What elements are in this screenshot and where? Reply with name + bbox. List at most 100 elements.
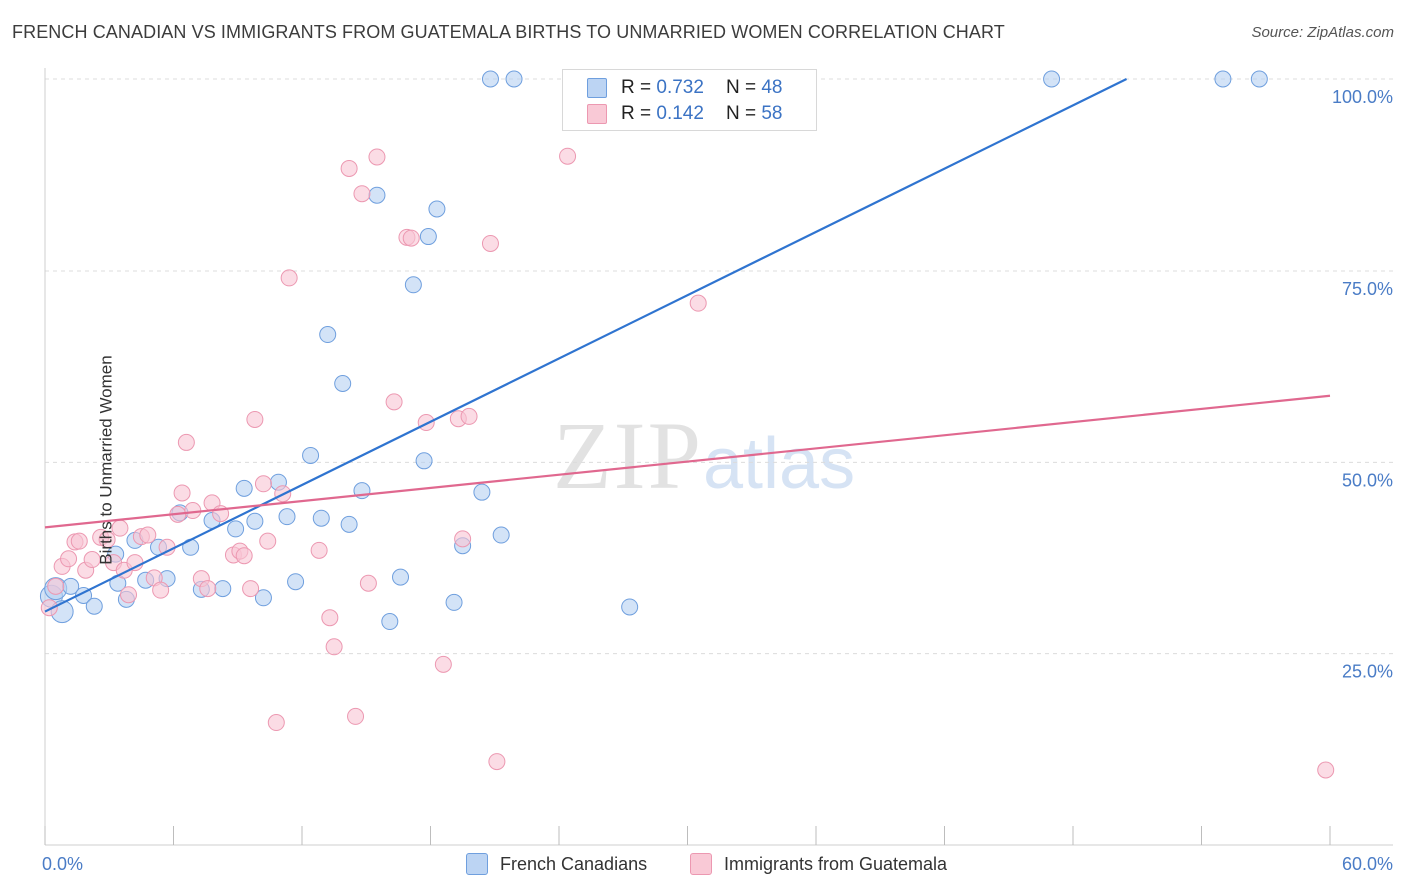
point-french-canadians [214, 580, 232, 598]
point-guatemala [259, 532, 277, 550]
point-french-canadians [312, 509, 330, 527]
point-guatemala [417, 414, 435, 432]
point-french-canadians [381, 613, 399, 631]
point-french-canadians [246, 512, 264, 530]
trendline-guatemala [44, 394, 1331, 529]
point-guatemala [246, 410, 264, 428]
point-guatemala [47, 577, 65, 595]
point-french-canadians [428, 200, 446, 218]
point-guatemala [120, 586, 138, 604]
point-guatemala [60, 550, 78, 568]
point-guatemala [481, 234, 499, 252]
point-french-canadians [287, 573, 305, 591]
point-guatemala [83, 551, 101, 569]
point-guatemala [267, 714, 285, 732]
point-guatemala [347, 707, 365, 725]
point-guatemala [158, 538, 176, 556]
legend-n-label: N = [725, 103, 757, 124]
x-tick-label: 0.0% [42, 854, 83, 874]
point-guatemala [454, 530, 472, 548]
y-tick-label: 100.0% [1332, 87, 1393, 107]
point-guatemala [368, 148, 386, 166]
point-french-canadians [445, 593, 463, 611]
point-guatemala [359, 574, 377, 592]
point-guatemala [280, 269, 298, 287]
point-guatemala [325, 638, 343, 656]
point-french-canadians [278, 508, 296, 526]
point-french-canadians [302, 446, 320, 464]
point-french-canadians [621, 598, 639, 616]
point-guatemala [70, 532, 88, 550]
y-tick-label: 75.0% [1342, 279, 1393, 299]
bottom-legend-label: Immigrants from Guatemala [724, 853, 948, 874]
point-guatemala [689, 294, 707, 312]
trendline-french-canadians [44, 78, 1128, 613]
legend-row-guatemala: R = 0.142 N = 58 [587, 102, 782, 126]
point-guatemala [184, 502, 202, 520]
point-guatemala [242, 580, 260, 598]
point-guatemala [139, 526, 157, 544]
point-french-canadians [1043, 70, 1061, 88]
point-guatemala [488, 753, 506, 771]
point-french-canadians [419, 228, 437, 246]
point-french-canadians [404, 276, 422, 294]
point-guatemala [434, 655, 452, 673]
legend-n-value: 58 [761, 103, 783, 124]
watermark-zip: ZIP [553, 402, 703, 509]
stats-legend: R = 0.732 N = 48 R = 0.142 N = 58 [562, 69, 817, 131]
point-french-canadians [368, 186, 386, 204]
point-french-canadians [492, 526, 510, 544]
y-tick-label: 25.0% [1342, 662, 1393, 682]
point-guatemala [235, 547, 253, 565]
point-guatemala [173, 484, 191, 502]
point-guatemala [254, 475, 272, 493]
point-french-canadians [235, 479, 253, 497]
point-guatemala [1317, 761, 1335, 779]
point-guatemala [177, 433, 195, 451]
legend-n-value: 48 [761, 77, 783, 98]
bottom-legend-swatch-pink [690, 853, 712, 875]
legend-n-label: N = [725, 77, 757, 98]
point-french-canadians [319, 326, 337, 344]
point-french-canadians [505, 70, 523, 88]
point-guatemala [321, 609, 339, 627]
point-guatemala [460, 407, 478, 425]
watermark-atlas: atlas [703, 424, 856, 504]
point-guatemala [402, 229, 420, 247]
legend-row-french-canadians: R = 0.732 N = 48 [587, 76, 782, 100]
legend-r-label: R = [621, 77, 652, 98]
point-french-canadians [254, 589, 272, 607]
point-french-canadians [340, 515, 358, 533]
bottom-legend-french-canadians: French Canadians [466, 851, 647, 877]
x-tick-label: 60.0% [1342, 854, 1393, 874]
bottom-legend-guatemala: Immigrants from Guatemala [690, 851, 947, 877]
point-french-canadians [392, 568, 410, 586]
legend-swatch-pink [587, 104, 607, 124]
point-guatemala [98, 531, 116, 549]
point-french-canadians [481, 70, 499, 88]
point-french-canadians [1250, 70, 1268, 88]
y-axis-label: Births to Unmarried Women [96, 355, 116, 565]
legend-r-value: 0.142 [656, 103, 704, 124]
point-guatemala [353, 185, 371, 203]
point-guatemala [340, 159, 358, 177]
legend-r-label: R = [621, 103, 652, 124]
source-credit: Source: ZipAtlas.com [1251, 24, 1394, 41]
point-guatemala [310, 541, 328, 559]
point-guatemala [199, 580, 217, 598]
point-french-canadians [473, 483, 491, 501]
watermark: ZIPatlas [553, 400, 855, 511]
point-guatemala [559, 147, 577, 165]
point-guatemala [152, 581, 170, 599]
legend-swatch-blue [587, 78, 607, 98]
point-french-canadians [334, 375, 352, 393]
point-french-canadians [1214, 70, 1232, 88]
bottom-legend-swatch-blue [466, 853, 488, 875]
chart-title: FRENCH CANADIAN VS IMMIGRANTS FROM GUATE… [12, 22, 1005, 42]
bottom-legend-label: French Canadians [500, 853, 648, 874]
point-french-canadians [415, 452, 433, 470]
point-french-canadians [85, 597, 103, 615]
y-tick-label: 50.0% [1342, 470, 1393, 490]
legend-r-value: 0.732 [656, 77, 704, 98]
